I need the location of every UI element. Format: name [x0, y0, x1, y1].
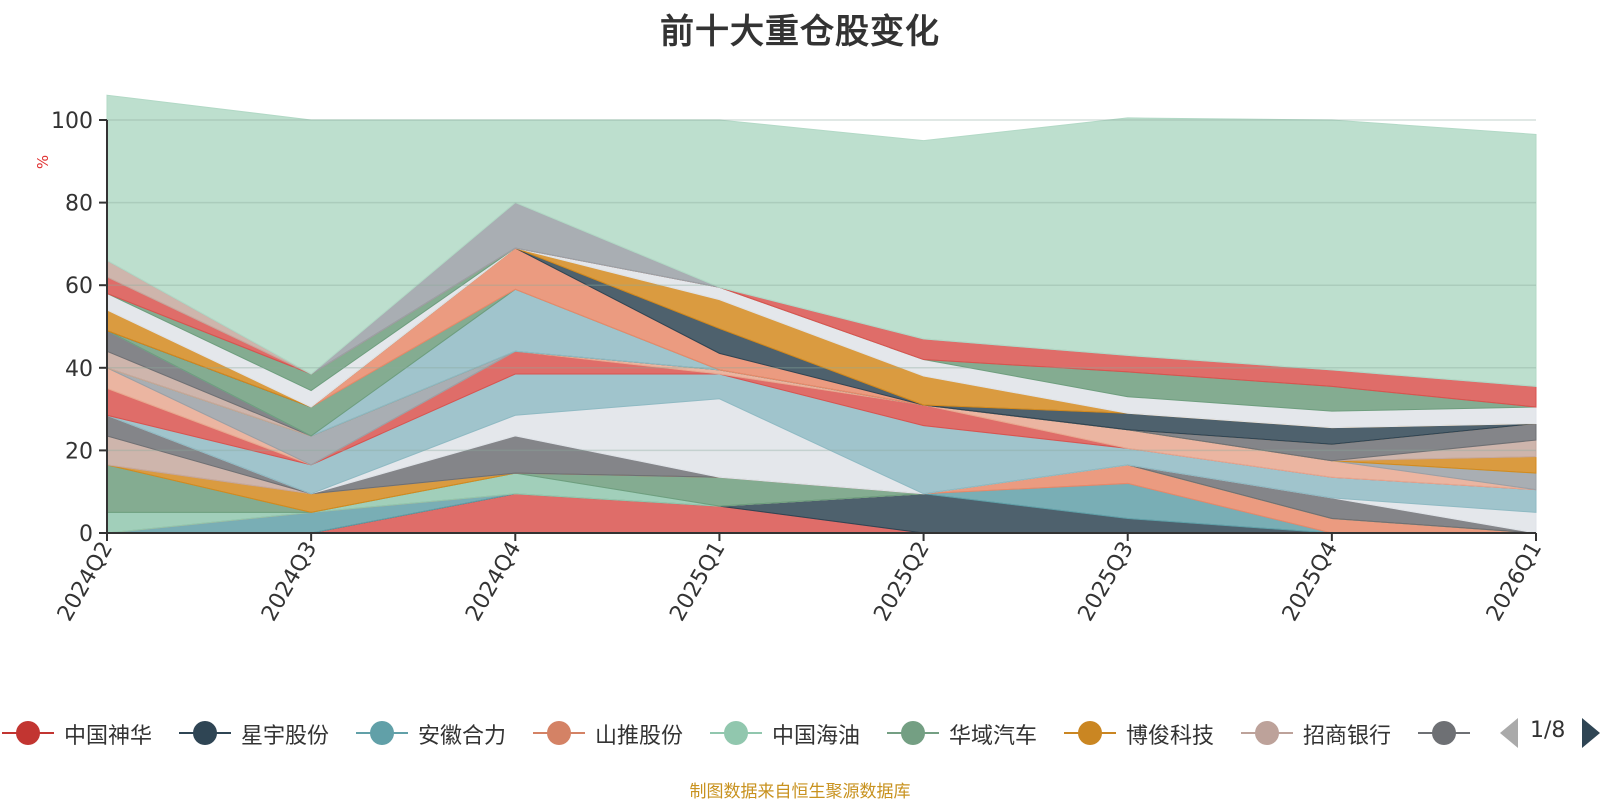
legend: 中国神华星宇股份安徽合力山推股份中国海油华域汽车博俊科技招商银行长	[0, 708, 1478, 758]
x-tick-label: 2026Q1	[1482, 538, 1547, 626]
source-note: 制图数据来自恒生聚源数据库	[689, 782, 911, 802]
x-tick-label: 2024Q3	[257, 538, 322, 626]
legend-dot-icon	[724, 721, 748, 745]
area-series-28	[106, 94, 1537, 387]
y-tick-label: 80	[65, 192, 93, 217]
legend-label: 星宇股份	[241, 724, 330, 749]
chart-title: 前十大重仓股变化	[660, 12, 940, 52]
legend-dot-icon	[193, 721, 217, 745]
y-tick-label: 40	[65, 357, 93, 382]
legend-label: 安徽合力	[418, 724, 507, 749]
grid-lines	[107, 119, 1536, 452]
y-tick-label: 0	[79, 522, 93, 547]
area-series-group	[106, 94, 1537, 534]
legend-label: 中国海油	[772, 724, 861, 749]
legend-dot-icon	[547, 721, 571, 745]
x-tick-label: 2025Q2	[869, 538, 934, 626]
legend-label: 山推股份	[595, 724, 684, 749]
legend-page-indicator: 1/8	[1530, 718, 1566, 743]
x-tick-label: 2025Q4	[1278, 538, 1343, 626]
legend-next-page-icon[interactable]	[1582, 718, 1600, 748]
x-tick-label: 2025Q1	[665, 538, 730, 626]
y-tick-label: 20	[65, 439, 93, 464]
x-tick-label: 2024Q4	[461, 538, 526, 626]
legend-label: 博俊科技	[1126, 724, 1215, 749]
x-tick-label: 2024Q2	[53, 538, 118, 626]
y-axis-unit-label: %	[34, 155, 52, 169]
x-tick-label: 2025Q3	[1074, 538, 1139, 626]
legend-prev-page-icon[interactable]	[1500, 718, 1518, 748]
legend-dot-icon	[1432, 721, 1456, 745]
legend-dot-icon	[1255, 721, 1279, 745]
legend-dot-icon	[16, 721, 40, 745]
legend-label: 华域汽车	[949, 724, 1038, 749]
y-tick-label: 100	[51, 109, 93, 134]
y-tick-label: 60	[65, 274, 93, 299]
legend-label: 中国神华	[64, 724, 153, 749]
legend-label: 招商银行	[1303, 724, 1392, 749]
legend-dot-icon	[370, 721, 394, 745]
legend-dot-icon	[1078, 721, 1102, 745]
legend-dot-icon	[901, 721, 925, 745]
